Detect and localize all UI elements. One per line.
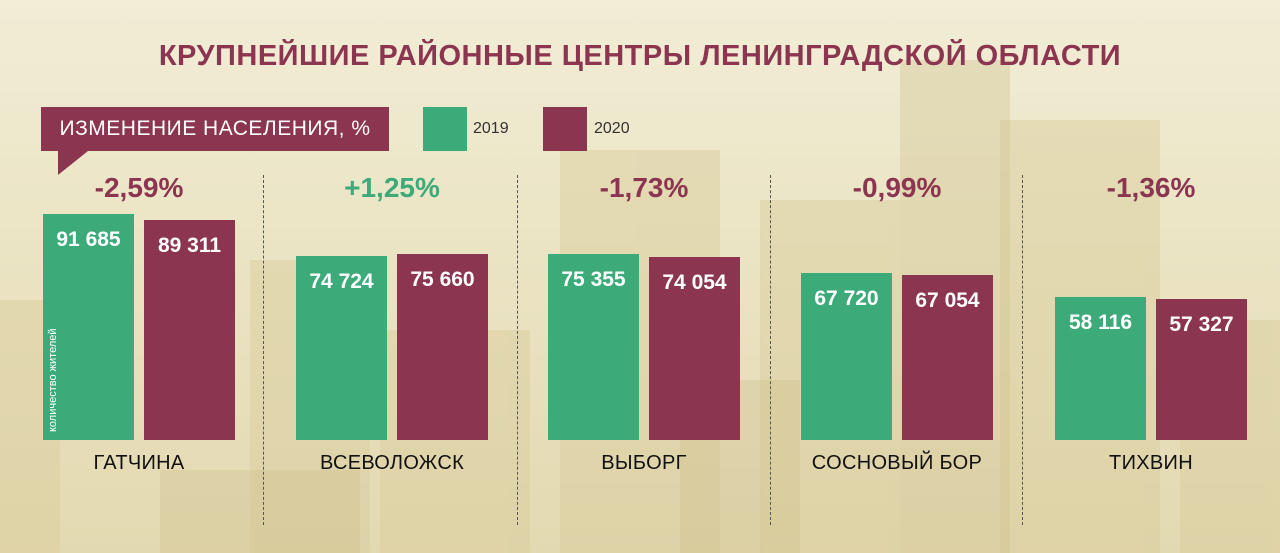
y-axis-label: количество жителей	[47, 328, 59, 432]
bar-2019: 67 720	[801, 273, 892, 440]
bar-value-label: 74 054	[662, 271, 727, 295]
bar-value-label: 57 327	[1169, 312, 1234, 336]
legend-swatch-2020	[543, 107, 587, 151]
population-change-callout: ИЗМЕНЕНИЕ НАСЕЛЕНИЯ, %	[41, 107, 389, 151]
bar-2020: 89 311	[144, 219, 235, 440]
group-divider	[770, 175, 771, 525]
bar-value-label: 89 311	[157, 233, 222, 257]
bar-2020: 67 054	[902, 274, 993, 440]
change-percent-label: -1,36%	[1106, 172, 1196, 203]
bar-2019: 74 724	[296, 255, 387, 440]
group-divider	[1022, 175, 1023, 525]
bar-value-label: 74 724	[309, 269, 374, 293]
change-percent-label: -0,99%	[852, 172, 942, 203]
bar-2019: 58 116	[1055, 296, 1146, 440]
category-label: ВЫБОРГ	[601, 452, 687, 474]
legend-swatch-2019	[423, 107, 467, 151]
category-label: ВСЕВОЛОЖСК	[319, 452, 465, 474]
bar-value-label: 67 054	[915, 288, 980, 312]
bar-2020: 57 327	[1156, 298, 1247, 440]
change-percent-label: -2,59%	[94, 172, 184, 203]
bar-2020: 74 054	[649, 257, 740, 440]
legend-label-2020: 2020	[594, 120, 630, 137]
category-label: ГАТЧИНА	[93, 452, 185, 474]
bar-value-label: 91 685	[56, 228, 121, 251]
legend-label-2019: 2019	[473, 120, 509, 137]
bar-value-label: 67 720	[814, 287, 879, 311]
chart-title: КРУПНЕЙШИЕ РАЙОННЫЕ ЦЕНТРЫ ЛЕНИНГРАДСКОЙ…	[158, 40, 1122, 72]
bar-2020: 75 660	[397, 253, 488, 440]
change-percent-label: -1,73%	[599, 172, 689, 203]
bar-value-label: 58 116	[1068, 310, 1133, 334]
bar-2019: 91 685	[43, 214, 134, 440]
group-divider	[263, 175, 264, 525]
change-percent-label: +1,25%	[344, 172, 440, 203]
callout-tail	[58, 151, 88, 175]
bar-value-label: 75 660	[410, 267, 475, 291]
category-label: СОСНОВЫЙ БОР	[811, 452, 983, 474]
bar-2019: 75 355	[548, 254, 639, 440]
category-label: ТИХВИН	[1109, 452, 1193, 474]
group-divider	[517, 175, 518, 525]
bar-value-label: 75 355	[561, 268, 626, 292]
